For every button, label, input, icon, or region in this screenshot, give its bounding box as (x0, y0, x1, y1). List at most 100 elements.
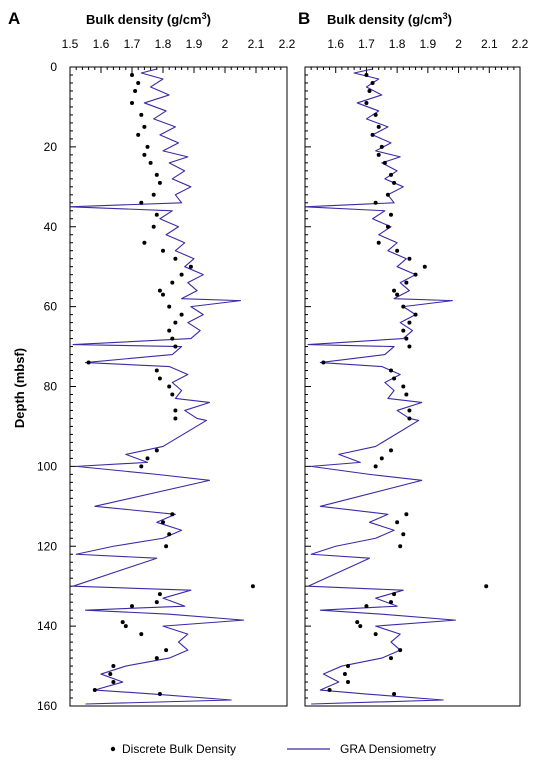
discrete-density-point (401, 328, 406, 333)
discrete-density-point (385, 224, 390, 229)
discrete-density-point (398, 648, 403, 653)
x-tick-label: 1.9 (186, 37, 203, 51)
discrete-density-point (389, 600, 393, 605)
panel-b-gra-series (304, 68, 457, 705)
discrete-density-point (130, 100, 134, 105)
x-tick-label: 2.2 (279, 37, 296, 51)
discrete-density-point (173, 416, 178, 421)
discrete-density-point (392, 180, 397, 185)
panel-b: B Bulk density (g/cm3) 1.6 1.7 1.8 1.9 2 2.1 2… (298, 9, 529, 707)
discrete-density-point (422, 264, 427, 269)
discrete-density-point (373, 464, 378, 469)
discrete-density-point (401, 384, 406, 389)
y-tick-label: 160 (37, 699, 57, 713)
panel-b-xlabel-sup: 3 (443, 11, 448, 21)
x-tick-label: 2.1 (481, 37, 498, 51)
discrete-density-point (389, 656, 393, 661)
panel-a-discrete-series (86, 72, 255, 697)
discrete-density-point (154, 448, 159, 453)
discrete-density-point (142, 240, 147, 245)
x-tick-label: 1.6 (93, 37, 110, 51)
discrete-density-point (151, 224, 156, 229)
discrete-density-point (407, 320, 412, 325)
discrete-density-point (370, 132, 375, 137)
discrete-density-point (154, 172, 159, 177)
legend: Discrete Bulk Density GRA Densiometry (110, 742, 436, 756)
discrete-density-point (145, 456, 150, 461)
discrete-density-point (120, 620, 125, 625)
discrete-density-point (130, 72, 134, 77)
x-tick-label: 1.5 (62, 37, 79, 51)
discrete-density-point (398, 544, 403, 549)
discrete-density-point (154, 212, 159, 217)
discrete-density-point (376, 152, 381, 157)
discrete-density-point (142, 124, 147, 129)
discrete-density-point (389, 448, 393, 453)
discrete-density-point (376, 124, 381, 129)
discrete-density-point (139, 464, 144, 469)
discrete-density-point (179, 272, 184, 277)
discrete-density-point (395, 292, 400, 297)
discrete-density-point (401, 532, 406, 537)
y-tick-label: 40 (44, 220, 58, 234)
panel-a-xlabel-close: ) (207, 12, 211, 27)
x-tick-label: 1.9 (420, 37, 437, 51)
discrete-density-point (173, 256, 178, 261)
discrete-density-point (142, 152, 147, 157)
discrete-density-point (484, 584, 489, 589)
discrete-density-point (179, 312, 184, 317)
legend-discrete-label: Discrete Bulk Density (122, 742, 236, 756)
panel-a-ticks (69, 66, 288, 707)
discrete-density-point (86, 360, 91, 365)
discrete-density-point (151, 192, 156, 197)
panel-a-plot-frame (69, 66, 288, 707)
y-tick-label: 100 (37, 459, 57, 473)
discrete-density-point (250, 584, 255, 589)
panel-a-xlabel-sup: 3 (202, 11, 207, 21)
discrete-density-point (133, 88, 138, 93)
discrete-density-point (407, 408, 412, 413)
y-tick-label: 80 (44, 380, 58, 394)
discrete-density-point (170, 392, 175, 397)
discrete-density-point (392, 692, 397, 697)
discrete-density-point (346, 664, 350, 669)
discrete-density-point (346, 680, 350, 685)
discrete-density-point (413, 272, 418, 277)
discrete-density-point (404, 336, 409, 341)
discrete-density-point (139, 112, 144, 117)
discrete-density-point (404, 512, 409, 517)
discrete-density-point (382, 160, 387, 165)
discrete-density-point (145, 144, 150, 149)
panel-b-ticks (304, 66, 521, 707)
discrete-density-point (148, 160, 153, 165)
discrete-density-point (364, 72, 369, 77)
panel-b-discrete-series (321, 72, 489, 697)
discrete-density-point (173, 408, 178, 413)
discrete-density-point (392, 592, 397, 597)
discrete-density-point (161, 520, 165, 525)
x-tick-label: 2 (222, 37, 229, 51)
discrete-density-point (370, 80, 375, 85)
discrete-density-point (173, 344, 178, 349)
discrete-density-point (173, 320, 178, 325)
discrete-density-point (139, 632, 144, 637)
discrete-density-point (389, 172, 393, 177)
x-tick-label: 1.7 (358, 37, 375, 51)
discrete-density-point (327, 688, 332, 693)
discrete-density-point (407, 344, 412, 349)
x-tick-label: 1.8 (389, 37, 406, 51)
panel-b-xlabel-close: ) (448, 12, 452, 27)
discrete-density-point (154, 600, 159, 605)
discrete-density-point (395, 520, 400, 525)
discrete-density-point (130, 604, 134, 609)
y-tick-label: 120 (37, 539, 57, 553)
y-axis-label: Depth (mbsf) (12, 348, 27, 428)
discrete-density-point (373, 632, 378, 637)
discrete-density-point (342, 672, 347, 677)
discrete-density-point (157, 180, 162, 185)
discrete-density-point (392, 288, 397, 293)
discrete-density-point (355, 620, 360, 625)
discrete-density-point (389, 368, 393, 373)
panel-a-xlabel: Bulk density (g/cm3) (86, 11, 211, 27)
